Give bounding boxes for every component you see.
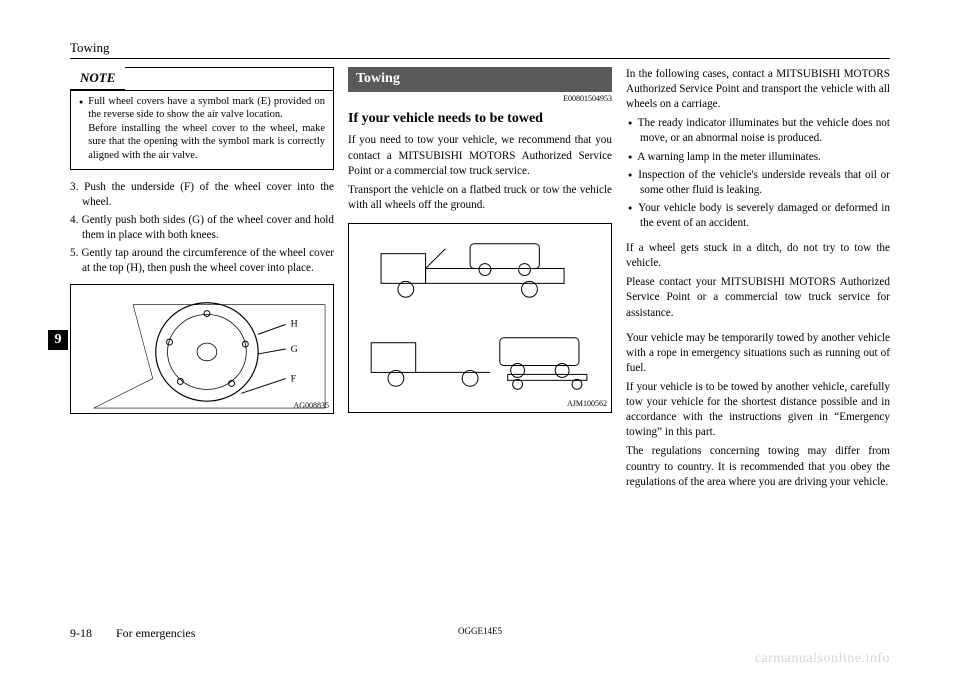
col3-para1: In the following cases, contact a MITSUB… — [626, 67, 890, 112]
column-1: NOTE Full wheel covers have a symbol mar… — [70, 67, 334, 557]
col3-para4: Your vehicle may be temporarily towed by… — [626, 331, 890, 376]
footer-code: OGGE14E5 — [458, 626, 502, 636]
note-box: NOTE Full wheel covers have a symbol mar… — [70, 67, 334, 170]
note-title: NOTE — [70, 67, 125, 90]
chapter-tab: 9 — [48, 330, 68, 350]
fig1-letter-g: G — [291, 344, 298, 355]
col3-bullet-2: A warning lamp in the meter illuminates. — [640, 150, 890, 165]
document-code: E00801504953 — [348, 94, 612, 105]
figure1-label: AG008835 — [293, 401, 329, 412]
note-text: Full wheel covers have a symbol mark (E)… — [88, 95, 325, 163]
note-body: Full wheel covers have a symbol mark (E)… — [71, 91, 333, 169]
watermark: carmanualsonline.info — [755, 651, 890, 667]
wheel-cover-illustration: H G F — [71, 285, 333, 413]
col3-bullet-3: Inspection of the vehicle's underside re… — [640, 168, 890, 198]
col2-para1: If you need to tow your vehicle, we reco… — [348, 133, 612, 178]
col3-para3: Please contact your MITSUBISHI MOTORS Au… — [626, 275, 890, 320]
fig1-letter-h: H — [291, 319, 298, 330]
figure2-label: AJM100562 — [567, 399, 607, 410]
col3-para2: If a wheel gets stuck in a ditch, do not… — [626, 241, 890, 271]
figure-wheel-cover: H G F AG008835 — [70, 284, 334, 414]
content-columns: NOTE Full wheel covers have a symbol mar… — [70, 67, 890, 557]
footer-section: For emergencies — [116, 626, 195, 641]
col3-bullet-list: The ready indicator illuminates but the … — [626, 116, 890, 231]
page-header: Towing — [70, 40, 890, 59]
page-footer: 9-18 For emergencies OGGE14E5 — [70, 626, 890, 641]
page-number: 9-18 — [70, 626, 92, 641]
figure-tow-trucks: AJM100562 — [348, 223, 612, 413]
step-4: 4. Gently push both sides (G) of the whe… — [82, 213, 334, 243]
col2-para2: Transport the vehicle on a flatbed truck… — [348, 183, 612, 213]
fig1-letter-f: F — [291, 374, 297, 385]
subheading-towed: If your vehicle needs to be towed — [348, 111, 612, 128]
step-list: 3. Push the underside (F) of the wheel c… — [70, 180, 334, 277]
col3-para6: The regulations concerning towing may di… — [626, 444, 890, 489]
step-5: 5. Gently tap around the circumference o… — [82, 246, 334, 276]
step-3: 3. Push the underside (F) of the wheel c… — [82, 180, 334, 210]
column-2: Towing E00801504953 If your vehicle need… — [348, 67, 612, 557]
col3-bullet-1: The ready indicator illuminates but the … — [640, 116, 890, 146]
section-title-bar: Towing — [348, 67, 612, 92]
col3-bullet-4: Your vehicle body is severely damaged or… — [640, 201, 890, 231]
column-3: In the following cases, contact a MITSUB… — [626, 67, 890, 557]
tow-truck-illustration — [349, 224, 611, 412]
col3-para5: If your vehicle is to be towed by anothe… — [626, 380, 890, 440]
